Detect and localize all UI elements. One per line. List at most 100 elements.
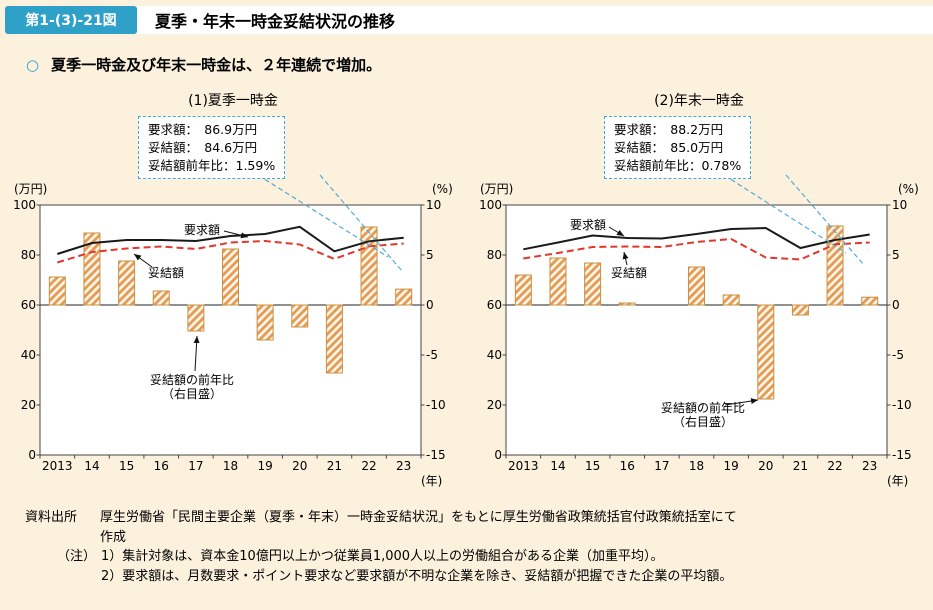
left-tick-label: 0 <box>28 448 36 462</box>
yoy-bar-2013 <box>48 276 66 306</box>
callout-leader-line <box>723 174 847 254</box>
settled-line <box>57 239 404 264</box>
left-tick-label: 80 <box>21 248 36 262</box>
chart-title-summer: (1)夏季一時金 <box>188 93 278 109</box>
plot-border <box>505 204 888 456</box>
x-axis-unit: (年) <box>421 474 442 488</box>
yoy-bar-18 <box>222 248 239 306</box>
yoy-bar-21 <box>325 304 343 374</box>
left-tick-label: 100 <box>13 198 36 212</box>
callout-line-yoy: 妥結額前年比：0.78% <box>614 157 742 173</box>
x-axis-unit: (年) <box>887 474 908 488</box>
callout-line-settled: 妥結額： 85.0万円 <box>614 139 724 155</box>
source-text: 厚生労働省「民間主要企業（夏季・年末）一時金妥結状況」をもとに厚生労働省政策統括… <box>100 510 737 525</box>
settled-line-annotation: 妥結額 <box>611 266 647 280</box>
yoy-bar-17 <box>187 304 205 332</box>
yoy-bar-16 <box>618 302 636 306</box>
left-tick-label: 60 <box>21 298 36 312</box>
x-tick-label: 21 <box>793 459 808 473</box>
request-line-annotation: 要求額 <box>184 223 220 237</box>
yoy-bar-20 <box>291 304 309 328</box>
chart-title-yearend: (2)年末一時金 <box>654 93 744 109</box>
right-tick-label: -15 <box>892 448 912 462</box>
x-tick-label: 2013 <box>508 459 539 473</box>
right-tick-label: 5 <box>892 248 900 262</box>
yoy-bar-15 <box>584 262 602 306</box>
left-tick-label: 40 <box>21 348 36 362</box>
x-tick-label: 21 <box>327 459 342 473</box>
x-tick-label: 20 <box>758 459 773 473</box>
callout-line-yoy: 妥結額前年比：1.59% <box>148 157 276 173</box>
note-text-2: 2）要求額は、月数要求・ポイント要求など要求額が不明な企業を除き、妥結額が把握で… <box>101 568 733 584</box>
summer-bonus-chart: 100 80 60 40 20 0 10 5 0 -5 -10 -15 2013 14 15 16 17 18 19… <box>13 174 453 488</box>
plot-area <box>40 205 421 455</box>
x-tick-label: 16 <box>154 459 169 473</box>
left-tick-label: 20 <box>487 398 502 412</box>
left-tick-label: 20 <box>21 398 36 412</box>
left-tick-label: 80 <box>487 248 502 262</box>
callout-leader-line <box>257 174 389 258</box>
yearend-bonus-chart: 100 80 60 40 20 0 10 5 0 -5 -10 -15 2013 14 15 16 17 18 19… <box>479 174 919 488</box>
yoy-bar-15 <box>118 260 136 306</box>
source-label: 資料出所 <box>25 510 78 525</box>
right-tick-label: 0 <box>892 298 900 312</box>
x-tick-label: 2013 <box>42 459 73 473</box>
x-tick-label: 17 <box>188 459 203 473</box>
yoy-bar-19 <box>722 294 740 306</box>
settled-line <box>523 237 870 261</box>
right-tick-label: 10 <box>426 198 441 212</box>
yoy-bar-20 <box>757 304 775 400</box>
left-tick-label: 40 <box>487 348 502 362</box>
yoy-bar-14 <box>83 232 101 306</box>
callout-line-settled: 妥結額： 84.6万円 <box>148 139 258 155</box>
x-tick-label: 15 <box>585 459 600 473</box>
yoy-bar-21 <box>791 304 809 316</box>
right-axis-unit: (%) <box>432 182 453 196</box>
yoy-bar-2013 <box>514 274 532 306</box>
note-line-1: （注） 1）集計対象は、資本金10億円以上かつ従業員1,000人以上の労働組合が… <box>0 547 933 567</box>
request-line <box>57 225 404 255</box>
yoy-bar-23 <box>861 296 879 306</box>
x-tick-label: 15 <box>119 459 134 473</box>
yoy-bar-16 <box>152 290 170 306</box>
x-tick-label: 19 <box>723 459 738 473</box>
x-tick-label: 23 <box>862 459 877 473</box>
callout-summer: 要求額： 86.9万円 妥結額： 84.6万円 妥結額前年比：1.59% <box>138 116 286 180</box>
callout-leader-line <box>785 174 865 266</box>
charts-row: (1)夏季一時金 要求額： 86.9万円 妥結額： 84.6万円 妥結額前年比：… <box>0 88 933 492</box>
x-tick-label: 16 <box>620 459 635 473</box>
left-axis-unit: (万円) <box>14 182 47 196</box>
bar-annotation-line2: （右目盛） <box>162 386 222 401</box>
chart-panel-summer: (1)夏季一時金 要求額： 86.9万円 妥結額： 84.6万円 妥結額前年比：… <box>0 88 466 492</box>
right-tick-label: 5 <box>426 248 434 262</box>
x-tick-label: 22 <box>827 459 842 473</box>
left-axis-unit: (万円) <box>480 182 513 196</box>
figure-title: 夏季・年末一時金妥結状況の推移 <box>137 6 933 34</box>
right-tick-label: 0 <box>426 298 434 312</box>
callout-line-request: 要求額： 88.2万円 <box>614 122 724 137</box>
note-label: （注） <box>57 549 97 564</box>
x-tick-label: 14 <box>84 459 99 473</box>
right-tick-label: -10 <box>426 398 446 412</box>
x-tick-label: 23 <box>396 459 411 473</box>
lead-statement: ○ 夏季一時金及び年末一時金は、２年連続で増加。 <box>26 54 933 75</box>
request-line-annotation: 要求額 <box>570 218 606 232</box>
settled-line-annotation: 妥結額 <box>148 266 184 280</box>
chart-panel-yearend: (2)年末一時金 要求額： 88.2万円 妥結額： 85.0万円 妥結額前年比：… <box>466 88 932 492</box>
x-tick-label: 22 <box>361 459 376 473</box>
figure-header: 第1-(3)-21図 夏季・年末一時金妥結状況の推移 <box>0 6 933 34</box>
yoy-bar-19 <box>256 304 274 341</box>
x-tick-label: 20 <box>292 459 307 473</box>
right-tick-label: -5 <box>892 348 904 362</box>
left-tick-label: 60 <box>487 298 502 312</box>
callout-line-request: 要求額： 86.9万円 <box>148 122 258 137</box>
yoy-bar-14 <box>549 257 567 306</box>
plot-border <box>39 204 422 456</box>
source-line: 資料出所 厚生労働省「民間主要企業（夏季・年末）一時金妥結状況」をもとに厚生労働… <box>0 508 933 528</box>
yoy-bar-23 <box>395 288 413 306</box>
yoy-bar-22 <box>826 225 844 306</box>
left-tick-label: 0 <box>494 448 502 462</box>
left-tick-label: 100 <box>479 198 502 212</box>
x-tick-label: 18 <box>689 459 704 473</box>
